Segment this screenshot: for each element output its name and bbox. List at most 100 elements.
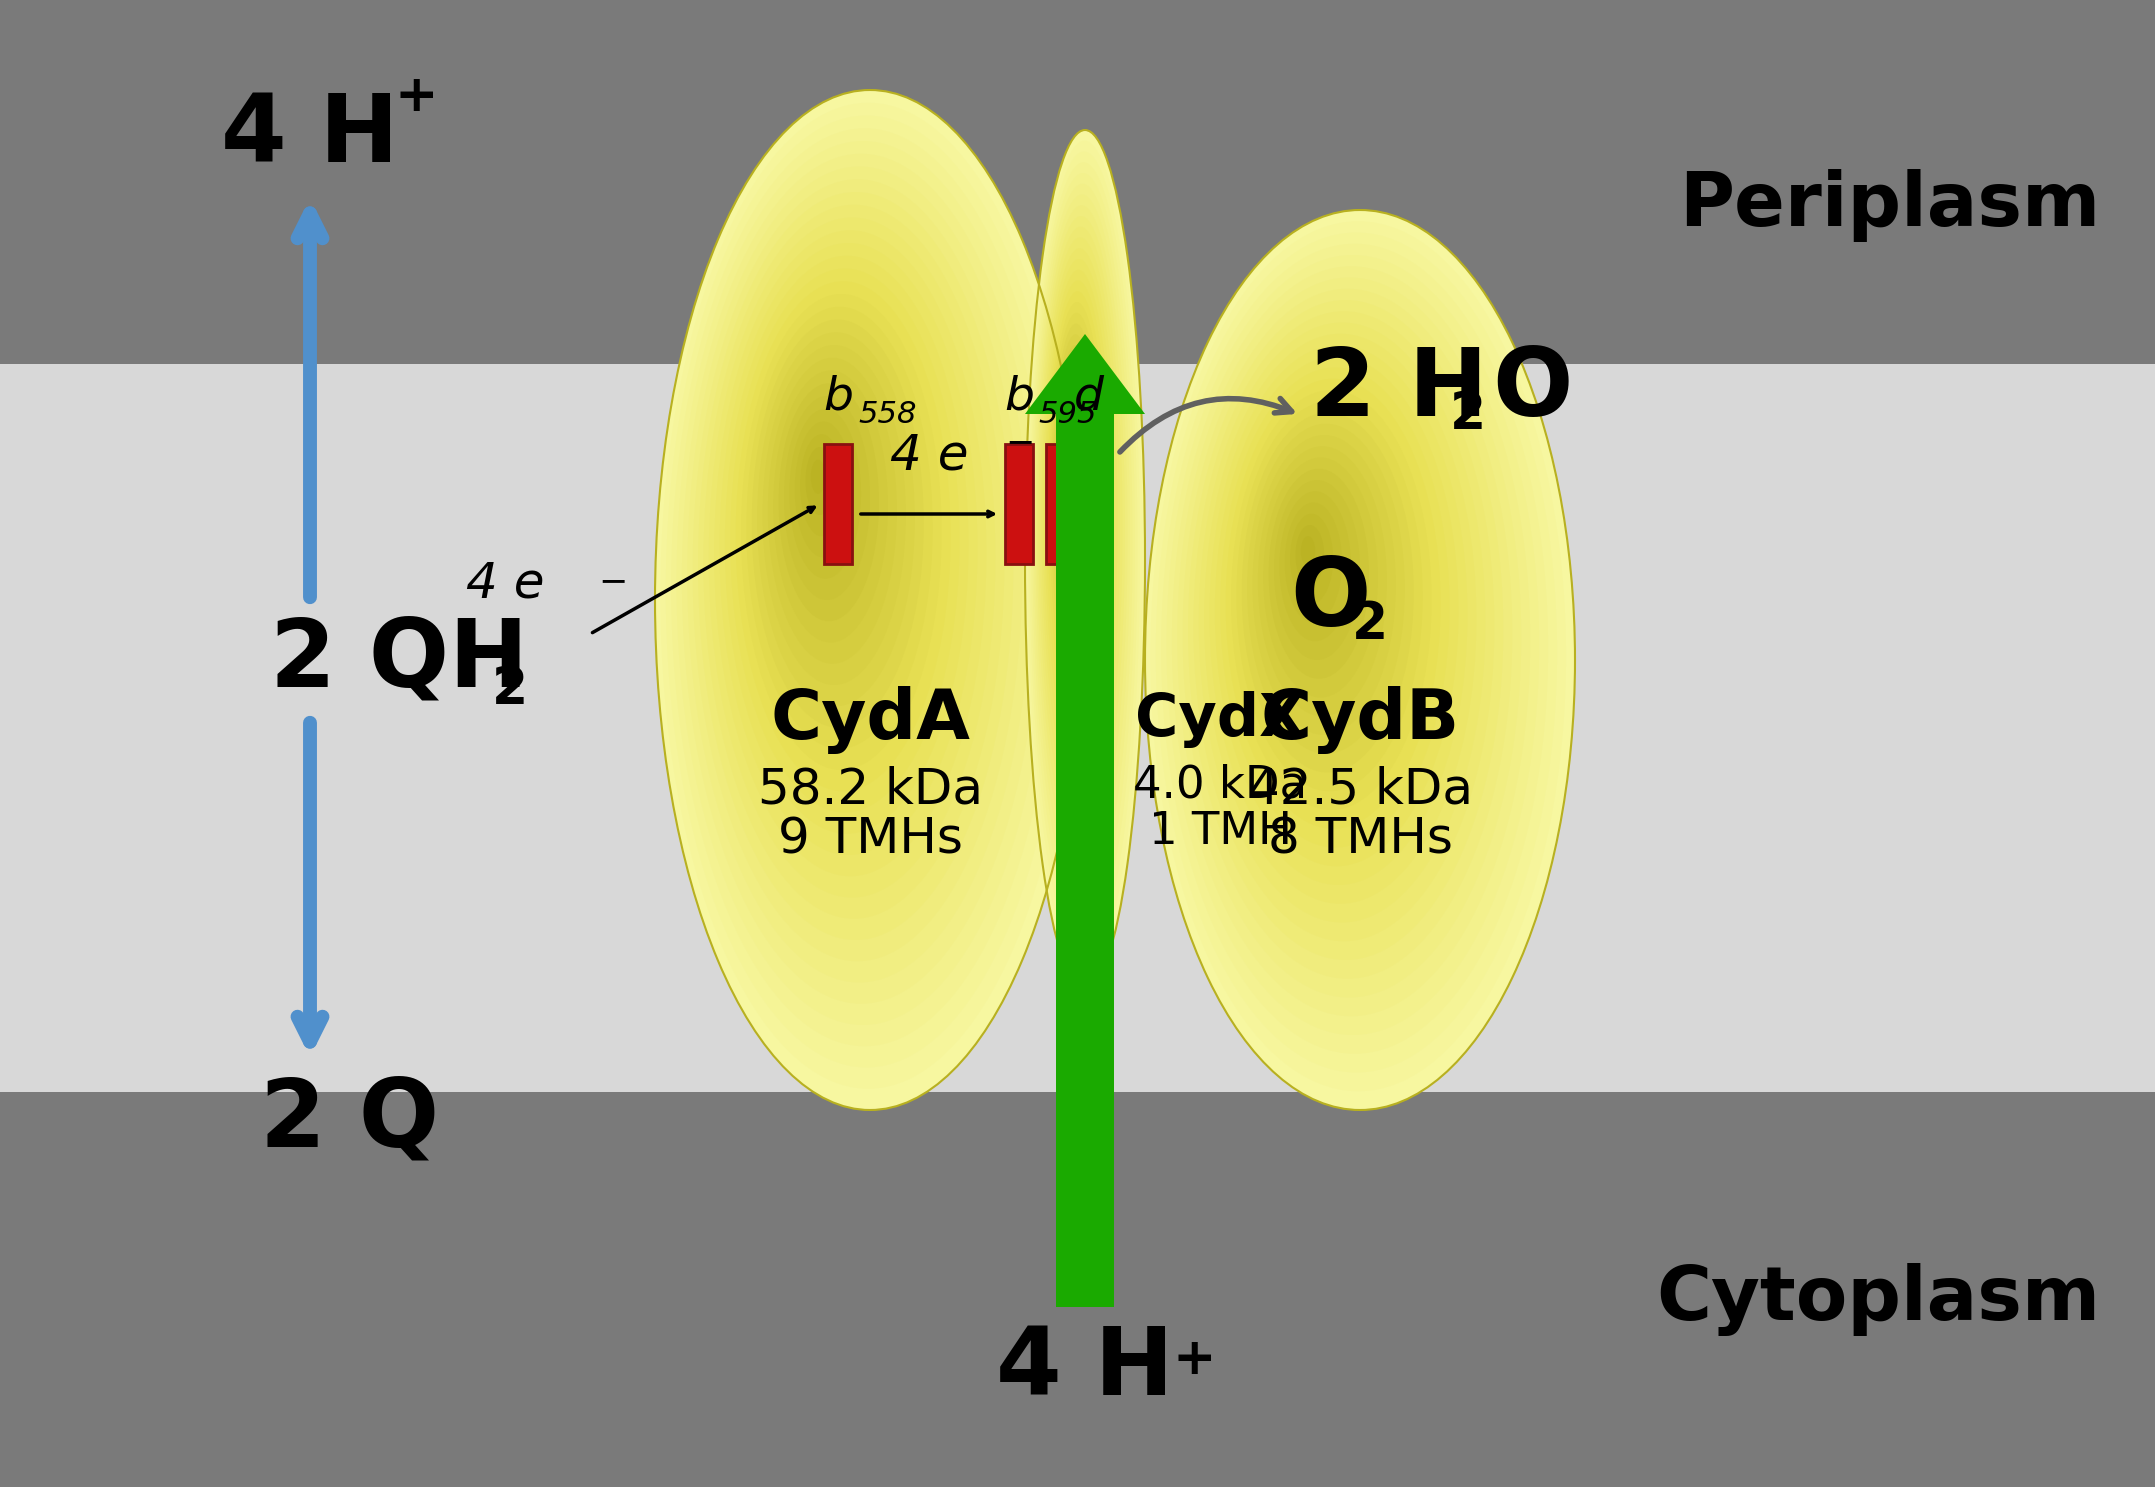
Bar: [0, 364, 2155, 1091]
Text: 58.2 kDa: 58.2 kDa: [759, 766, 983, 813]
Text: b: b: [823, 375, 853, 419]
Ellipse shape: [681, 153, 1041, 1004]
Ellipse shape: [1226, 379, 1442, 828]
Ellipse shape: [1248, 424, 1405, 754]
Ellipse shape: [703, 205, 1004, 919]
Text: 4.0 kDa: 4.0 kDa: [1134, 763, 1308, 806]
Ellipse shape: [1069, 442, 1073, 470]
Ellipse shape: [1030, 172, 1136, 919]
Text: −: −: [597, 564, 627, 598]
Ellipse shape: [1026, 129, 1144, 990]
Text: 595: 595: [1039, 400, 1097, 430]
Text: +: +: [394, 71, 437, 122]
Ellipse shape: [1302, 537, 1315, 567]
Ellipse shape: [1274, 480, 1360, 660]
Ellipse shape: [1056, 355, 1093, 614]
Ellipse shape: [1215, 357, 1459, 867]
Bar: [823, 445, 851, 564]
Bar: [1004, 445, 1032, 564]
Text: 2 H: 2 H: [1310, 343, 1487, 436]
Ellipse shape: [1155, 232, 1558, 1072]
Ellipse shape: [1037, 205, 1127, 864]
Ellipse shape: [1280, 491, 1351, 641]
Ellipse shape: [1151, 222, 1567, 1091]
Ellipse shape: [1034, 195, 1129, 882]
FancyArrow shape: [1026, 335, 1144, 413]
Ellipse shape: [1049, 312, 1103, 686]
Text: −: −: [1004, 425, 1034, 459]
Ellipse shape: [1041, 238, 1121, 810]
Text: CydB: CydB: [1261, 686, 1459, 754]
Ellipse shape: [1269, 468, 1368, 678]
Ellipse shape: [1067, 431, 1075, 488]
Ellipse shape: [666, 116, 1067, 1068]
Ellipse shape: [756, 332, 914, 706]
Ellipse shape: [687, 167, 1032, 983]
Ellipse shape: [1028, 152, 1140, 955]
Ellipse shape: [778, 384, 879, 622]
Ellipse shape: [774, 370, 888, 642]
Ellipse shape: [1026, 141, 1142, 972]
Ellipse shape: [800, 434, 843, 537]
Text: b: b: [1004, 375, 1034, 419]
Text: 4 e: 4 e: [465, 561, 545, 608]
Ellipse shape: [698, 192, 1013, 940]
Ellipse shape: [1252, 436, 1396, 735]
Ellipse shape: [1205, 333, 1476, 904]
Ellipse shape: [763, 345, 905, 686]
Ellipse shape: [746, 306, 933, 749]
Text: +: +: [1172, 1335, 1215, 1384]
Ellipse shape: [1032, 184, 1134, 901]
Ellipse shape: [1030, 162, 1138, 937]
Ellipse shape: [1172, 266, 1530, 1016]
Ellipse shape: [1259, 446, 1388, 717]
Ellipse shape: [1177, 278, 1521, 998]
Ellipse shape: [1231, 390, 1431, 810]
Ellipse shape: [1144, 210, 1575, 1109]
Ellipse shape: [1162, 244, 1547, 1054]
Ellipse shape: [1062, 399, 1082, 543]
Text: 8 TMHs: 8 TMHs: [1267, 816, 1452, 864]
Ellipse shape: [1056, 345, 1095, 632]
Ellipse shape: [1194, 311, 1493, 941]
Text: 4 H: 4 H: [222, 91, 399, 181]
Ellipse shape: [670, 128, 1058, 1047]
Ellipse shape: [659, 103, 1075, 1088]
Ellipse shape: [1060, 378, 1088, 578]
Text: d: d: [1073, 375, 1103, 419]
Ellipse shape: [1049, 302, 1106, 703]
Ellipse shape: [692, 180, 1021, 961]
Ellipse shape: [1295, 525, 1323, 584]
Ellipse shape: [1045, 281, 1110, 739]
Ellipse shape: [1284, 503, 1343, 623]
Ellipse shape: [806, 448, 834, 515]
Ellipse shape: [724, 256, 968, 834]
Ellipse shape: [1060, 388, 1084, 561]
Text: 4 e: 4 e: [890, 431, 968, 479]
Ellipse shape: [1291, 513, 1334, 604]
Text: CydX: CydX: [1136, 691, 1304, 748]
Text: Periplasm: Periplasm: [1679, 168, 2099, 241]
Ellipse shape: [1047, 291, 1108, 721]
Text: 2 QH: 2 QH: [269, 614, 528, 706]
Text: O: O: [1291, 555, 1371, 645]
Ellipse shape: [810, 459, 825, 494]
Ellipse shape: [767, 358, 896, 663]
Ellipse shape: [1198, 323, 1485, 922]
Bar: [1056, 384, 1114, 1307]
Text: 42.5 kDa: 42.5 kDa: [1248, 766, 1472, 813]
Text: 1 TMH: 1 TMH: [1149, 810, 1291, 854]
Ellipse shape: [1237, 401, 1422, 791]
Ellipse shape: [1065, 421, 1078, 506]
Ellipse shape: [655, 91, 1084, 1109]
Ellipse shape: [1039, 226, 1123, 828]
Ellipse shape: [1065, 409, 1080, 523]
Ellipse shape: [1263, 458, 1377, 697]
Ellipse shape: [752, 320, 924, 727]
Text: O: O: [1491, 343, 1573, 436]
Ellipse shape: [713, 230, 987, 876]
Ellipse shape: [795, 421, 851, 558]
Text: 558: 558: [858, 400, 916, 430]
Ellipse shape: [1183, 288, 1513, 978]
Ellipse shape: [735, 281, 950, 791]
